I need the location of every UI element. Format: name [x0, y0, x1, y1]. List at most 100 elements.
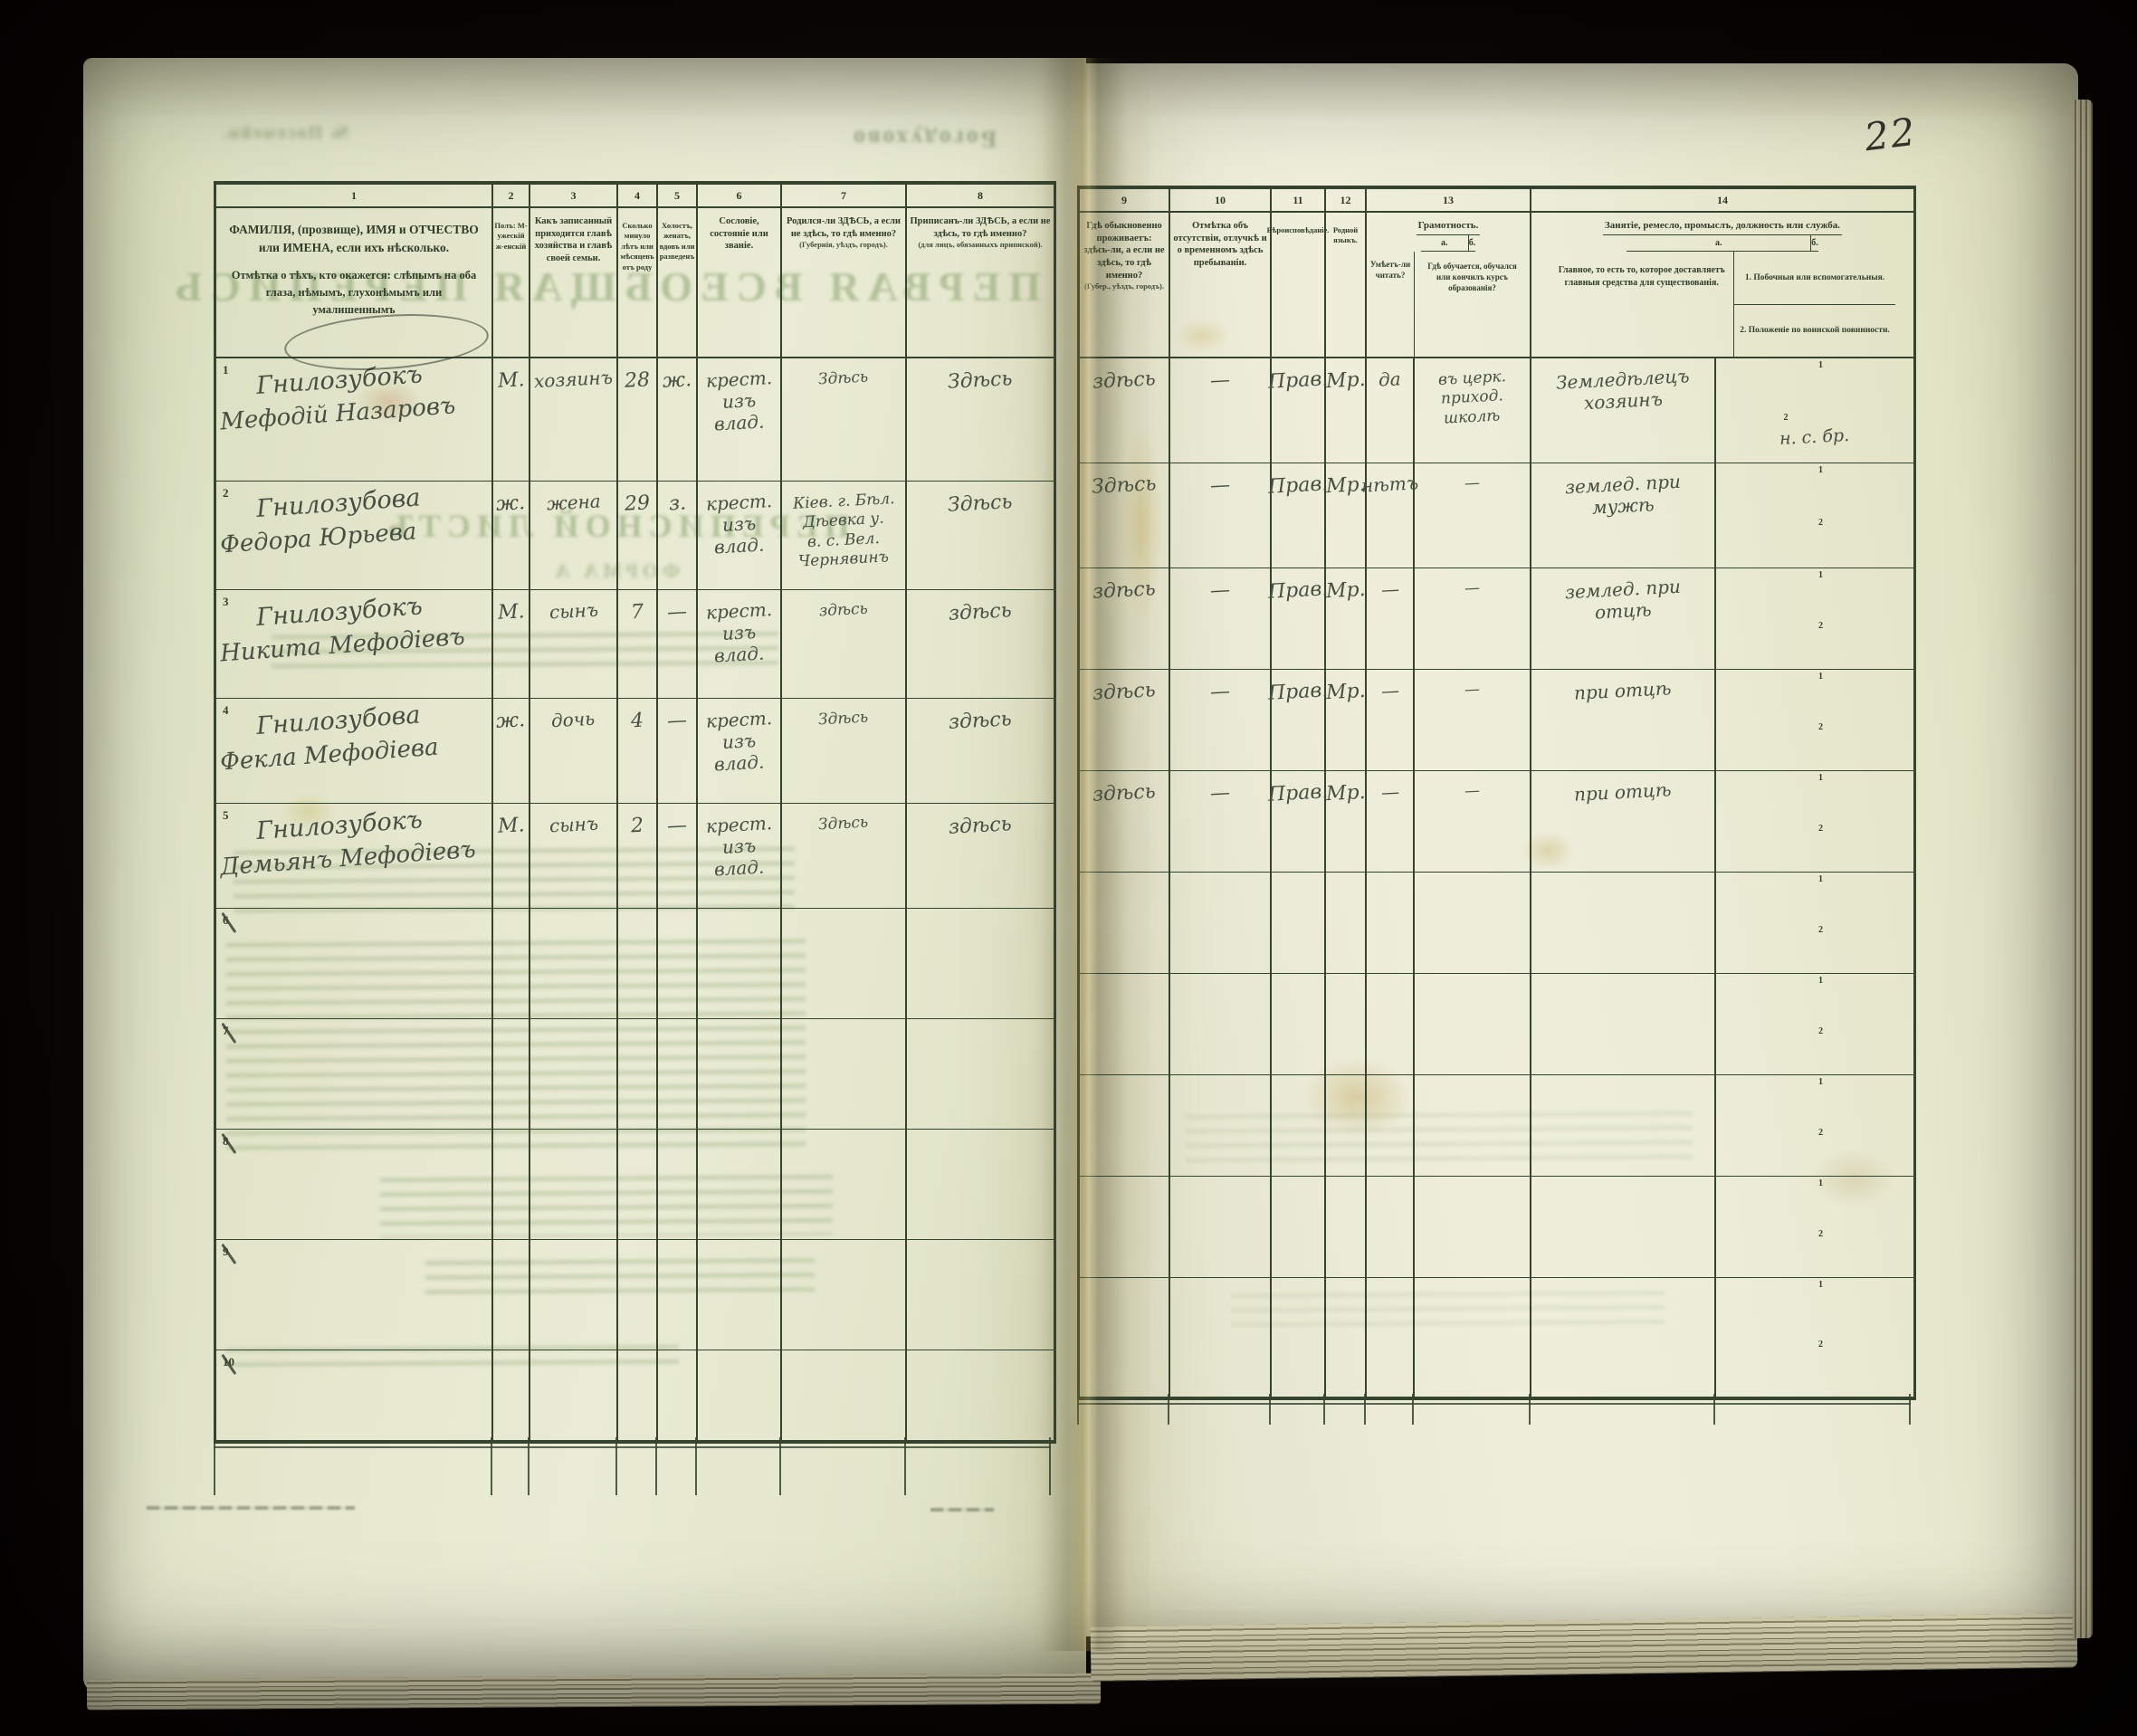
- handwritten-entry: —: [1209, 680, 1231, 704]
- name-lines: Гнилозубокъ Демьянъ Мефодіевъ: [216, 806, 491, 881]
- column-line-stub: [655, 1437, 657, 1495]
- handwritten-entry: М.: [497, 368, 525, 393]
- handwritten-entry: изъ: [721, 389, 757, 413]
- table-cell: [658, 1130, 698, 1240]
- column-header-sex: Полъ: М-ужескій ж-енскій: [493, 208, 530, 358]
- table-cell: [1367, 974, 1415, 1075]
- handwritten-entry: влад.: [713, 855, 765, 881]
- column-header-language: Родной языкъ.: [1326, 213, 1367, 358]
- column-line-stub: [528, 1437, 529, 1495]
- sub-row-label: 1: [1818, 360, 1823, 370]
- column-header-absence: Отмѣтка объ отсутствіи, отлучкѣ и о врем…: [1170, 213, 1272, 358]
- table-cell: здѣсь: [1080, 568, 1170, 670]
- table-cell: [618, 1240, 658, 1350]
- handwritten-entry: —: [1379, 577, 1400, 601]
- table-cell: Мр.: [1325, 463, 1367, 568]
- table-cell: [782, 1240, 907, 1350]
- handwritten-entry: 2: [630, 814, 644, 838]
- column-line-stub: [615, 1437, 617, 1495]
- table-cell: [782, 1350, 907, 1441]
- handwritten-entry: да: [1378, 367, 1402, 391]
- handwritten-entry: влад.: [713, 410, 765, 435]
- header-occupation-side: 1. Побочныя или вспомогательныя. 2. Поло…: [1734, 252, 1895, 357]
- table-cell: ж.: [493, 699, 530, 804]
- table-cell: [1272, 1075, 1326, 1177]
- handwritten-entry: ж.: [495, 709, 527, 733]
- table-cell: —: [658, 699, 698, 804]
- table-cell: ж.: [658, 358, 698, 482]
- table-cell: [493, 1350, 530, 1441]
- row-number: 10: [223, 1355, 234, 1369]
- row-number: 3: [223, 595, 229, 608]
- table-cell: [1326, 974, 1367, 1075]
- table-cell: [782, 909, 907, 1019]
- table-cell: [658, 1019, 698, 1130]
- handwritten-entry: Здѣсь: [817, 708, 870, 730]
- handwritten-entry: влад.: [713, 642, 765, 667]
- table-cell: въ церк. приход. школѣ: [1415, 358, 1531, 463]
- table-cell: землед. при мужѣ: [1531, 463, 1716, 568]
- handwritten-entry: здѣсь: [1092, 577, 1157, 604]
- row-number: 2: [223, 486, 229, 500]
- table-cell: Прав.: [1267, 670, 1329, 771]
- table-cell: 4: [618, 699, 658, 804]
- header-text: Отмѣтка объ отсутствіи, отлучкѣ и о врем…: [1173, 221, 1267, 268]
- column-number: 1: [216, 185, 493, 208]
- header-text: ФАМИЛІЯ, (прозвище), ИМЯ и ОТЧЕСТВО или …: [229, 223, 479, 254]
- header-text: Родился-ли ЗДѢСЬ, а если не здѣсь, то гд…: [787, 216, 901, 239]
- table-cell: —: [1170, 568, 1272, 670]
- table-cell: сынъ: [530, 590, 618, 699]
- table-cell: [1531, 1075, 1716, 1177]
- table-cell: —: [1415, 771, 1531, 873]
- table-cell: [658, 909, 698, 1019]
- handwritten-entry: —: [1379, 679, 1400, 702]
- handwritten-entry: Прав.: [1267, 577, 1329, 604]
- sub-row-label: 2: [1818, 1340, 1823, 1350]
- handwritten-entry: Мр.: [1325, 367, 1366, 394]
- column-number: 11: [1272, 189, 1326, 213]
- table-cell: [493, 909, 530, 1019]
- header-sub-texts: Умѣетъ-ли читать? Гдѣ обучается, обучалс…: [1367, 252, 1530, 357]
- column-number: 5: [658, 185, 698, 208]
- table-cell: [1531, 974, 1716, 1075]
- table-cell: [618, 1350, 658, 1441]
- handwritten-entry: 4: [630, 709, 644, 733]
- table-cell: Прав.: [1267, 463, 1329, 568]
- table-cell: —: [1170, 358, 1272, 463]
- sub-row-label: 1: [1818, 570, 1823, 580]
- census-table-right: 9 10 11 12 13 14 Гдѣ обыкновенно прожива…: [1077, 186, 1916, 1400]
- table-cell: —: [1170, 463, 1272, 568]
- row-number: 8: [223, 1134, 229, 1148]
- handwritten-entry: Прав.: [1267, 472, 1329, 499]
- column-number: 14: [1531, 189, 1913, 213]
- table-cell-name: 2 Гнилозубова Федора Юрьева: [216, 482, 493, 590]
- row-number: 6: [223, 913, 229, 927]
- table-cell: [618, 1019, 658, 1130]
- table-cell: Земледѣлецъ хозяинъ: [1531, 358, 1716, 463]
- name-lines: Гнилозубокъ Никита Мефодіевъ: [216, 592, 491, 667]
- column-number: 2: [493, 185, 530, 208]
- table-cell: [1170, 1075, 1272, 1177]
- header-text: Отмѣтка о тѣхъ, кто окажется: слѣпымъ на…: [231, 269, 477, 316]
- handwritten-entry: Здѣсь: [817, 367, 870, 389]
- handwritten-entry: здѣсь: [1092, 367, 1157, 394]
- sub-label-b: б.: [1811, 238, 1818, 248]
- handwritten-entry: здѣсь: [818, 599, 869, 621]
- table-cell: —: [1170, 670, 1272, 771]
- sub-row-label: 1: [1818, 773, 1823, 783]
- sub-row-label: 2: [1818, 518, 1823, 528]
- column-header-residence: Гдѣ обыкновенно проживаетъ: здѣсь-ли, а …: [1080, 213, 1170, 358]
- table-cell: [493, 1240, 530, 1350]
- handwritten-entry: хозяинъ: [1582, 387, 1663, 415]
- handwritten-entry: —: [1209, 781, 1231, 806]
- table-cell: Прав.: [1267, 771, 1329, 873]
- table-cell: [1367, 1278, 1415, 1397]
- table-cell: [493, 1019, 530, 1130]
- handwritten-entry: ж.: [495, 491, 527, 516]
- page-number: 22: [1862, 109, 1920, 160]
- column-line-stub: [1412, 1394, 1414, 1425]
- column-number: 3: [530, 185, 618, 208]
- sub-row-label: 1: [1818, 976, 1823, 986]
